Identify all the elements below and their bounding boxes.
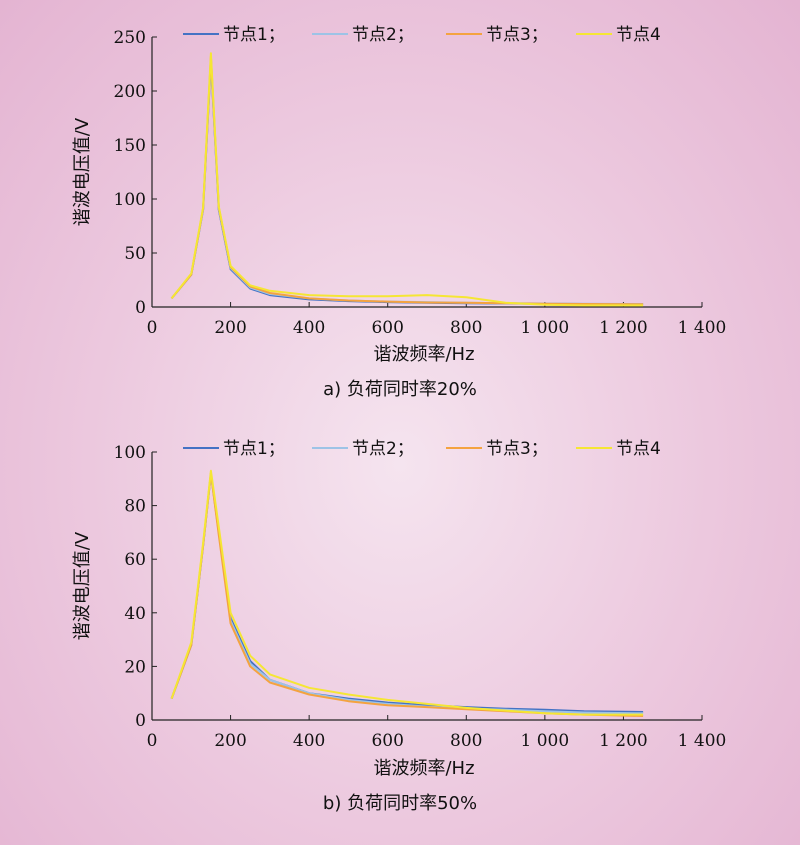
x-tick-label: 0 — [147, 731, 158, 751]
legend-label: 节点3； — [486, 25, 548, 45]
x-axis-label: 谐波频率/Hz — [373, 758, 474, 779]
series-line-2 — [170, 57, 644, 305]
y-tick-label: 50 — [124, 244, 146, 264]
series-line-1 — [170, 59, 644, 306]
x-tick-label: 1 200 — [599, 731, 648, 751]
legend-label: 节点1； — [223, 439, 285, 459]
series-line-4 — [170, 52, 644, 307]
series-line-3 — [170, 472, 644, 717]
legend-label: 节点4 — [616, 439, 661, 459]
x-tick-label: 1 400 — [678, 731, 727, 751]
x-axis-label: 谐波频率/Hz — [373, 344, 474, 365]
x-tick-label: 200 — [214, 731, 246, 751]
series-line-1 — [170, 472, 644, 713]
y-tick-label: 100 — [114, 190, 146, 210]
series-line-2 — [170, 472, 644, 715]
y-tick-label: 0 — [135, 298, 146, 318]
legend-label: 节点2； — [352, 439, 414, 459]
y-tick-label: 60 — [124, 550, 146, 570]
y-tick-label: 150 — [114, 136, 146, 156]
y-tick-label: 40 — [124, 604, 146, 624]
y-axis-label: 谐波电压值/V — [72, 531, 93, 640]
legend-label: 节点2； — [352, 25, 414, 45]
chart-caption: a) 负荷同时率20% — [323, 379, 477, 400]
chart-caption: b) 负荷同时率50% — [323, 793, 477, 814]
y-axis-label: 谐波电压值/V — [72, 117, 93, 226]
x-tick-label: 1 000 — [521, 731, 570, 751]
x-tick-label: 600 — [371, 731, 403, 751]
series-line-3 — [170, 55, 644, 306]
x-tick-label: 1 000 — [521, 318, 570, 338]
x-tick-label: 800 — [450, 731, 482, 751]
x-tick-label: 800 — [450, 318, 482, 338]
x-tick-label: 1 200 — [599, 318, 648, 338]
x-tick-label: 600 — [371, 318, 403, 338]
x-tick-label: 200 — [214, 318, 246, 338]
y-tick-label: 200 — [114, 82, 146, 102]
x-tick-label: 1 400 — [678, 318, 727, 338]
y-tick-label: 20 — [124, 657, 146, 677]
legend-label: 节点1； — [223, 25, 285, 45]
y-tick-label: 0 — [135, 711, 146, 731]
y-tick-label: 80 — [124, 497, 146, 517]
x-tick-label: 0 — [147, 318, 158, 338]
legend-label: 节点3； — [486, 439, 548, 459]
y-tick-label: 100 — [114, 443, 146, 463]
x-tick-label: 400 — [293, 731, 325, 751]
chart-panel-1: 0 50 100 150 200 250 0 200 400 600 800 1 000 1 200 1 … — [72, 25, 726, 400]
x-tick-label: 400 — [293, 318, 325, 338]
legend-label: 节点4 — [616, 25, 661, 45]
series-line-4 — [170, 469, 644, 716]
y-tick-label: 250 — [114, 28, 146, 48]
